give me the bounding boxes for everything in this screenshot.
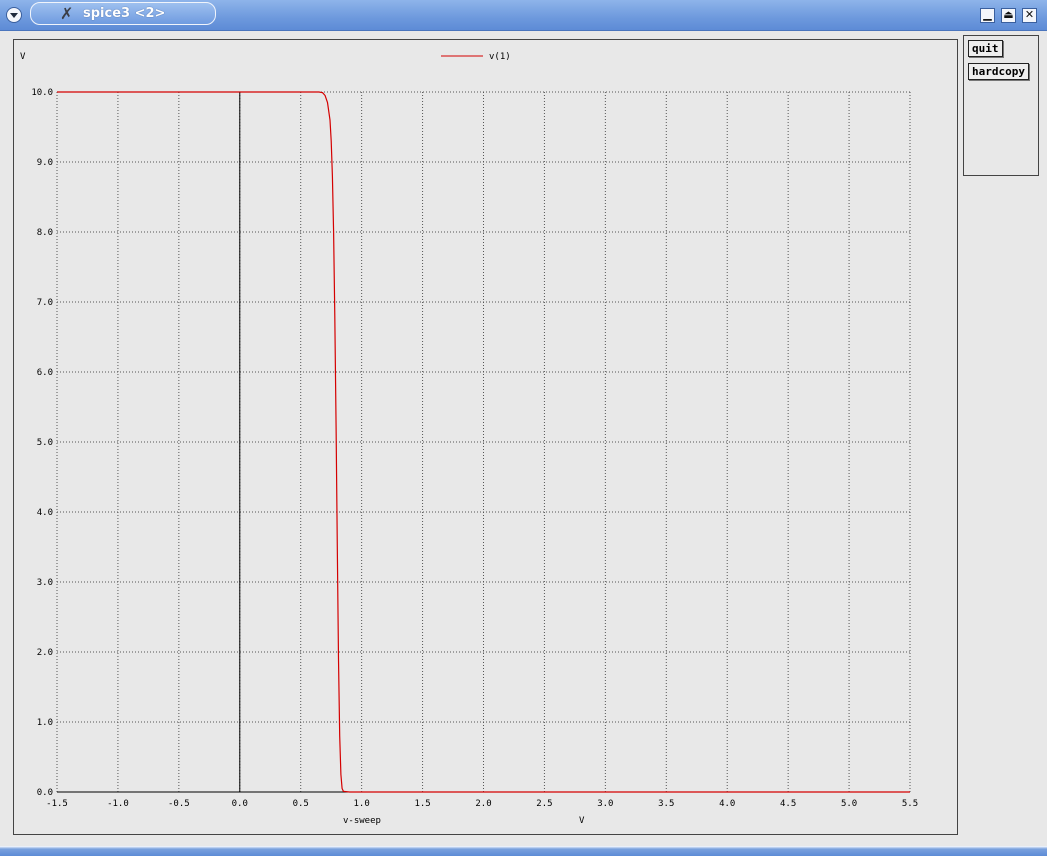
title-tab[interactable]: ✗ spice3 <2> (30, 2, 216, 25)
y-tick-label: 5.0 (37, 438, 53, 448)
x-tick-label: 3.0 (597, 799, 613, 809)
plot-frame (13, 39, 958, 835)
quit-button[interactable]: quit (968, 40, 1003, 57)
y-tick-label: 1.0 (37, 718, 53, 728)
x-tick-label: 1.0 (354, 799, 370, 809)
y-axis-label: V (20, 52, 26, 62)
grid-lines (56, 91, 911, 793)
y-tick-label: 7.0 (37, 298, 53, 308)
close-button[interactable]: ✕ (1022, 8, 1037, 23)
legend-label: v(1) (489, 52, 511, 62)
legend: v(1) (441, 52, 511, 62)
y-tick-labels: 0.0 1.0 2.0 3.0 4.0 5.0 6.0 7.0 8.0 9.0 10.0 (31, 88, 53, 798)
series-line-v1 (57, 91, 910, 793)
maximize-button[interactable]: ⏏ (1001, 8, 1016, 23)
y-tick-label: 9.0 (37, 158, 53, 168)
x-tick-label: 0.5 (293, 799, 309, 809)
traces (57, 91, 910, 793)
side-panel: quit hardcopy (963, 35, 1039, 176)
title-bar[interactable]: ✗ spice3 <2> ▁ ⏏ ✕ (0, 0, 1047, 31)
x-tick-label: -1.0 (107, 799, 129, 809)
y-tick-label: 8.0 (37, 228, 53, 238)
x-tick-labels: -1.5 -1.0 -0.5 0.0 0.5 1.0 1.5 2.0 2.5 3.0 3.5 4.0 4… (46, 799, 918, 809)
x-logo-icon: ✗ (60, 4, 74, 23)
plot-area: -1.5 -1.0 -0.5 0.0 0.5 1.0 1.5 2.0 2.5 3.0 3.5 4.0 4… (20, 52, 918, 826)
x-tick-label: 4.0 (719, 799, 735, 809)
x-axis-unit: V (579, 816, 585, 826)
window-title: spice3 <2> (83, 6, 166, 21)
y-tick-label: 10.0 (31, 88, 53, 98)
x-tick-label: 1.5 (414, 799, 430, 809)
x-tick-label: 3.5 (658, 799, 674, 809)
y-tick-label: 0.0 (37, 788, 53, 798)
x-tick-label: 4.5 (780, 799, 796, 809)
minimize-button[interactable]: ▁ (980, 8, 995, 23)
x-tick-label: 2.0 (475, 799, 491, 809)
y-tick-label: 2.0 (37, 648, 53, 658)
y-tick-label: 3.0 (37, 578, 53, 588)
x-tick-label: 5.5 (902, 799, 918, 809)
x-tick-label: 5.0 (841, 799, 857, 809)
window-menu-button[interactable] (6, 7, 22, 23)
y-tick-label: 6.0 (37, 368, 53, 378)
x-tick-label: 0.0 (232, 799, 248, 809)
x-axis-label: v-sweep (343, 816, 381, 826)
hardcopy-button[interactable]: hardcopy (968, 63, 1029, 80)
y-tick-label: 4.0 (37, 508, 53, 518)
x-tick-label: -0.5 (168, 799, 190, 809)
x-tick-label: -1.5 (46, 799, 68, 809)
x-tick-label: 2.5 (536, 799, 552, 809)
window-bottom-border (0, 846, 1047, 856)
